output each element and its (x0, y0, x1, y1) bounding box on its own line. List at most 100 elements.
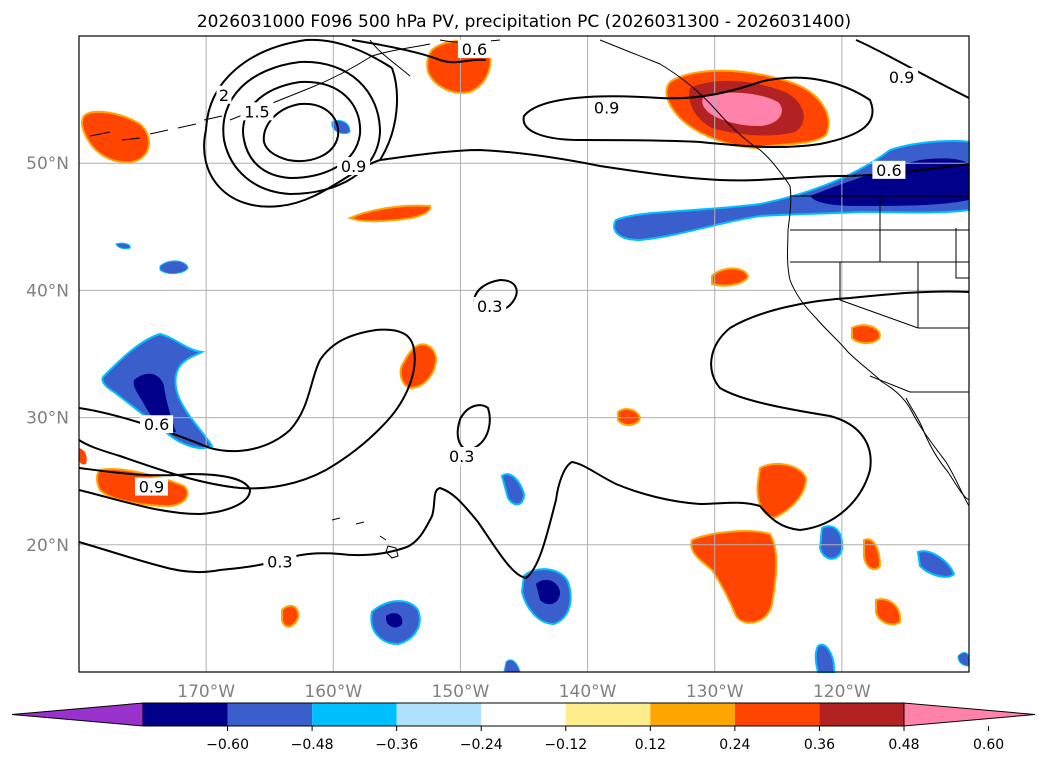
pv-contour-labels: 0.6 0.9 0.9 0.6 0.9 1.5 2 0.3 0.6 0.3 0.9 0.3 (134, 39, 919, 572)
pv-contour-low-center-2 (242, 80, 362, 180)
y-tick-label: 40°N (26, 281, 69, 301)
contour-label-bg (134, 477, 168, 496)
colorbar-tick-label: −0.24 (460, 737, 503, 753)
pv-contour-east-cutoff (78, 290, 970, 580)
contour-label-bg (872, 160, 906, 179)
contour-label-bg (457, 39, 491, 58)
precip-positive-east-large (690, 530, 778, 624)
precip-positive-small-f (281, 604, 300, 628)
map-gridlines (79, 36, 969, 672)
contour-label: 0.9 (889, 68, 914, 87)
y-tick-label: 30°N (26, 409, 69, 429)
x-tick-label: 160°W (304, 682, 362, 702)
contour-label-bg (216, 85, 232, 104)
colorbar-segment (650, 703, 735, 726)
colorbar-tick-label: 0.36 (804, 737, 835, 753)
pv-contour-low-center-inner (262, 102, 340, 162)
contour-label: 2 (219, 86, 229, 105)
colorbar-tick-label: −0.48 (291, 737, 334, 753)
pv-contour-09-loop (522, 76, 874, 149)
precip-negative-small-f (916, 550, 956, 578)
pv-contour-low-center-3 (222, 60, 382, 196)
contour-label: 0.6 (876, 161, 901, 180)
precip-positive-streak (347, 204, 432, 223)
coast-north-america-west (599, 39, 970, 507)
colorbar-segment (734, 703, 820, 726)
pv-contour-06-gulf (351, 39, 487, 64)
colorbar-segment (227, 703, 313, 726)
chart-title: 2026031000 F096 500 hPa PV, precipitatio… (197, 12, 851, 32)
pv-contour-09-north (203, 129, 381, 208)
contour-label: 0.6 (144, 415, 169, 434)
contour-label: 0.6 (462, 40, 487, 59)
colorbar-segment (481, 703, 566, 726)
colorbar: −0.60 −0.48 −0.36 −0.24 −0.12 0.12 0.24 0.36 0.4… (11, 702, 1036, 753)
x-tick-label: 170°W (177, 682, 235, 702)
pv-contour-low-center-outer (205, 38, 970, 182)
pv-contour-09-northeast (855, 39, 970, 99)
colorbar-segment (819, 703, 904, 726)
x-tick-label: 150°W (432, 682, 490, 702)
contour-label: 0.9 (139, 478, 164, 497)
border-us-states (790, 196, 969, 329)
contour-label-bg (140, 415, 174, 434)
islands-aleutians (89, 115, 223, 141)
colorbar-segment (143, 703, 228, 726)
contour-label: 0.3 (267, 553, 292, 572)
precip-negative-south-core (386, 613, 403, 628)
x-tick-label: 130°W (686, 682, 744, 702)
colorbar-tick-label: 0.48 (888, 737, 919, 753)
islands-hawaii (331, 517, 399, 559)
contour-label-bg (263, 552, 297, 571)
colorbar-extend-high (903, 702, 1036, 727)
x-axis-ticks: 170°W 160°W 150°W 140°W 130°W 120°W (177, 682, 871, 702)
x-tick-label: 140°W (559, 682, 617, 702)
colorbar-tick-label: −0.12 (544, 737, 587, 753)
y-tick-label: 50°N (26, 154, 69, 174)
colorbar-tick-label: 0.12 (635, 737, 666, 753)
precip-positive-west-north (80, 110, 150, 164)
precip-negative-small-e (818, 525, 844, 560)
colorbar-outline (142, 702, 905, 727)
y-axis-ticks: 20°N 30°N 40°N 50°N (26, 154, 69, 556)
pv-contour-06-loop (78, 328, 416, 490)
coast-baja-gulf (905, 397, 970, 501)
precip-positive-mid (399, 343, 438, 390)
contour-label: 0.9 (341, 157, 366, 176)
precip-positive-small-c (851, 324, 882, 344)
precip-negative-band-core (810, 158, 969, 206)
contour-label: 1.5 (244, 102, 269, 121)
contour-label-bg (473, 296, 507, 315)
pv-contour-09-southwest (78, 467, 252, 516)
colorbar-tick-label: 0.24 (719, 737, 750, 753)
colorbar-extend-low (11, 702, 144, 727)
map-background (79, 36, 969, 672)
colorbar-segment (565, 703, 651, 726)
precip-negative-small-b (159, 260, 189, 275)
precip-positive-east-a (756, 462, 808, 520)
contour-label: 0.9 (594, 99, 619, 118)
colorbar-segment (312, 703, 397, 726)
y-tick-label: 20°N (26, 536, 69, 556)
colorbar-tick-label: 0.60 (973, 737, 1004, 753)
contour-label: 0.3 (449, 447, 474, 466)
map-frame (78, 35, 970, 673)
precip-positive-west-edge (79, 448, 87, 465)
precipitation-shading (79, 40, 970, 673)
precip-positive-bc-peak (702, 92, 782, 126)
contour-label-bg (885, 67, 919, 86)
precip-positive-small-d (863, 538, 882, 571)
precip-negative-small-d (500, 473, 526, 506)
precip-negative-small-a (115, 242, 131, 250)
precip-negative-mid-core (536, 579, 560, 605)
x-tick-label: 120°W (813, 682, 871, 702)
contour-label-bg (590, 98, 624, 117)
colorbar-tick-label: −0.36 (375, 737, 418, 753)
contour-label: 0.3 (477, 297, 502, 316)
precip-positive-small-e (875, 598, 902, 626)
precip-positive-small-a (711, 267, 750, 287)
border-us-mexico (869, 375, 969, 393)
contour-label-bg (337, 157, 371, 176)
contour-label-bg (445, 447, 479, 466)
